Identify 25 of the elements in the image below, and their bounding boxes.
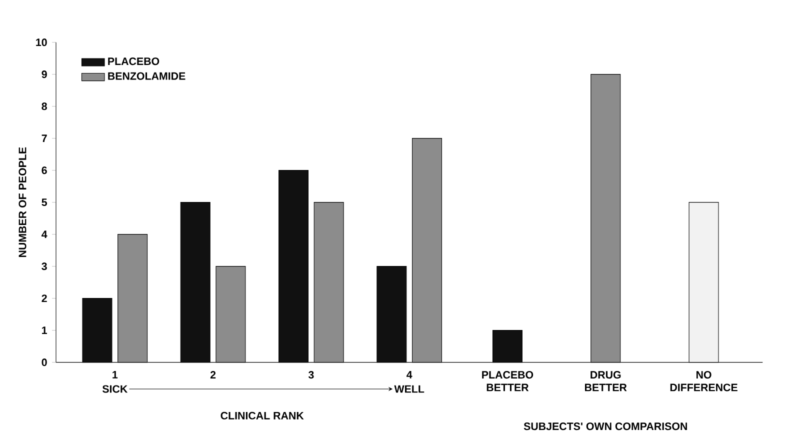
y-tick-label: 0 (42, 358, 47, 366)
y-tick-label: 3 (42, 262, 47, 270)
legend-label: BENZOLAMIDE (108, 72, 186, 80)
text: CLINICAL RANK (220, 412, 304, 420)
y-tick-label: 9 (42, 70, 47, 78)
x-tick-label: PLACEBO BETTER (482, 371, 534, 392)
text: WELL (394, 385, 424, 393)
y-tick-label: 6 (42, 166, 47, 174)
x-tick-label: 4 (406, 371, 412, 378)
x-tick-label: DRUG BETTER (585, 371, 627, 392)
y-tick-label: 8 (42, 102, 47, 110)
y-tick-label: 10 (36, 38, 47, 46)
x-tick-label: 3 (308, 371, 314, 379)
y-tick-label: 4 (42, 230, 48, 238)
y-tick-label: 5 (42, 198, 47, 206)
text: SUBJECTS' OWN COMPARISON (524, 422, 687, 430)
y-axis-title: NUMBER OF PEOPLE (18, 147, 26, 258)
x-tick-label: 2 (210, 371, 216, 378)
x-tick-label: 1 (112, 371, 118, 378)
x-tick-label: NO DIFFERENCE (670, 371, 738, 392)
y-tick-label: 7 (42, 134, 47, 142)
text: SICK (102, 385, 128, 393)
y-tick-label: 2 (42, 294, 47, 302)
y-tick-label: 1 (42, 326, 47, 334)
legend-label: PLACEBO (108, 58, 160, 66)
